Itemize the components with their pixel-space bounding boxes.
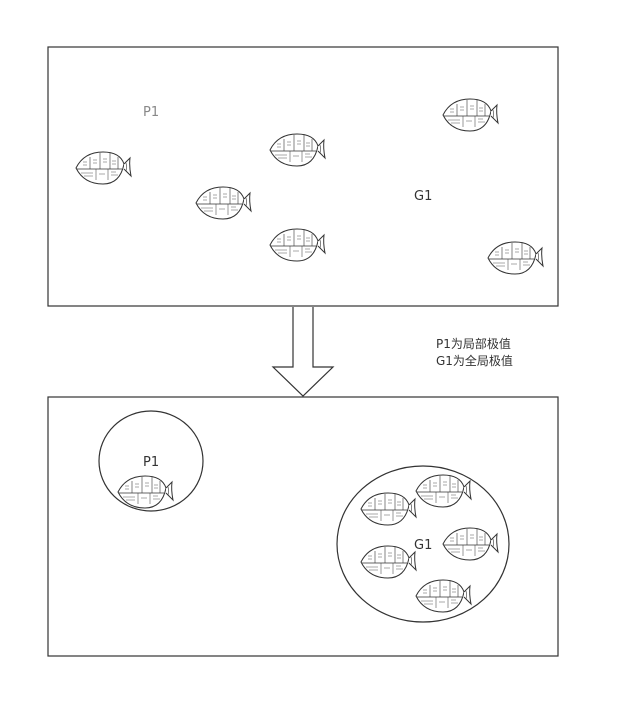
note-line-2: G1为全局极值	[436, 353, 513, 368]
top-panel	[47, 46, 559, 307]
label-g1-bottom: G1	[414, 538, 432, 553]
label-p1-bottom: P1	[143, 455, 159, 470]
cluster-p1-circle	[98, 410, 204, 512]
label-p1-top: P1	[143, 105, 159, 120]
note-line-1: P1为局部极值	[436, 336, 511, 351]
down-arrow	[271, 307, 335, 397]
bottom-panel	[47, 396, 559, 657]
cluster-g1-circle	[336, 465, 510, 623]
label-g1-top: G1	[414, 189, 432, 204]
